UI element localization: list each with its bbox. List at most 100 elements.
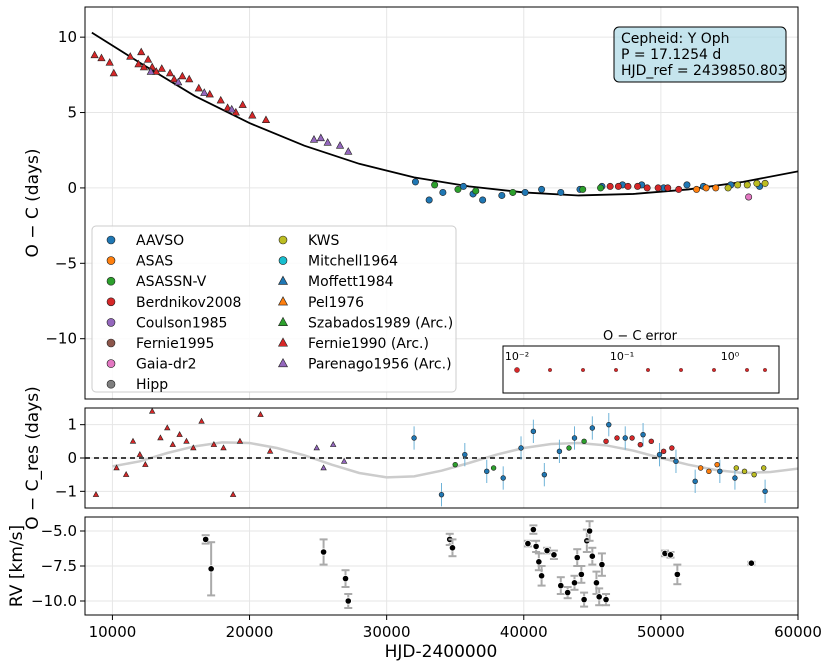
residual-point — [629, 435, 635, 441]
error-legend-dot — [548, 368, 553, 373]
residual-point — [257, 411, 264, 417]
residual-point — [714, 461, 720, 468]
top-point — [521, 188, 529, 196]
top-point — [178, 71, 187, 80]
top-point — [459, 182, 467, 190]
residual-point — [706, 468, 712, 475]
residual-point — [622, 435, 628, 441]
middle-panel: 1 0 −1 O − C_res (days) — [23, 386, 799, 530]
middle-y-ticks: 1 0 −1 — [55, 416, 85, 500]
error-legend: O − C error 10⁻² 10⁻¹ 10⁰ — [502, 329, 780, 394]
residual-point — [761, 465, 767, 471]
residual-point — [169, 441, 176, 447]
rv-point — [602, 595, 610, 604]
residual-point — [220, 444, 227, 451]
bottom-x-ticks: 10000 20000 30000 40000 50000 60000 — [89, 615, 822, 641]
x-tick-label: 20000 — [226, 623, 274, 641]
top-point — [248, 110, 257, 119]
residual-point — [113, 464, 120, 471]
legend-label: Fernie1990 (Arc.) — [308, 336, 429, 352]
top-point — [734, 181, 742, 189]
residual-point — [530, 428, 537, 435]
residual-point — [148, 408, 156, 414]
residual-point — [637, 441, 644, 448]
residual-point — [603, 438, 609, 445]
residual-point — [484, 468, 490, 475]
y-tick-label: −5 — [55, 254, 77, 272]
residual-point — [164, 424, 171, 431]
residual-point — [136, 451, 144, 457]
top-point — [227, 104, 236, 113]
residual-point — [320, 464, 327, 471]
top-point — [134, 59, 143, 68]
top-point — [712, 184, 720, 192]
rv-point — [592, 579, 601, 587]
top-point — [597, 184, 605, 192]
residual-point — [340, 457, 348, 464]
top-point — [238, 100, 247, 108]
residual-point — [129, 437, 137, 444]
error-legend-dot — [614, 368, 619, 373]
error-legend-dot — [514, 367, 520, 373]
top-point — [105, 58, 114, 66]
legend-label: Hipp — [136, 377, 168, 393]
top-point — [472, 187, 480, 195]
top-point — [693, 185, 701, 193]
rv-point — [666, 551, 675, 559]
residual-point — [697, 465, 704, 471]
residual-point — [571, 435, 578, 441]
legend-items: AAVSO ASAS ASASSN-V Berdnikov2008 Coulson198… — [106, 233, 453, 393]
legend-marker — [277, 296, 289, 306]
error-legend-dot — [712, 368, 717, 373]
top-point — [143, 55, 153, 63]
top-point — [557, 188, 565, 196]
residual-point — [606, 421, 612, 428]
rv-point — [207, 565, 215, 573]
legend-marker — [106, 297, 116, 307]
info-line-1: Cepheid: Y Oph — [621, 31, 730, 47]
top-point — [643, 184, 651, 192]
top-panel: 10 5 0 −5 −10 O − C (days) Cepheid: Y Oph P … — [23, 6, 799, 400]
top-point — [261, 115, 271, 123]
residual-point — [266, 447, 274, 454]
legend: AAVSO ASAS ASASSN-V Berdnikov2008 Coulson198… — [91, 225, 457, 393]
bottom-panel: −5.0 −7.5 −10.0 10000 20000 30000 40000 50000 6… — [7, 516, 822, 662]
y-tick-label: 0 — [67, 179, 77, 197]
residual-point — [673, 458, 679, 465]
error-legend-dots — [514, 367, 768, 373]
top-point — [425, 196, 433, 204]
top-point — [431, 181, 439, 189]
top-point — [439, 188, 447, 196]
rv-point — [202, 535, 210, 544]
residual-point — [210, 441, 218, 447]
residual-point — [518, 445, 524, 451]
residual-point — [229, 491, 237, 497]
top-point — [126, 52, 135, 60]
residual-point — [490, 465, 497, 471]
legend-label: Fernie1995 — [136, 336, 214, 352]
top-point — [170, 74, 179, 83]
top-point — [309, 135, 319, 143]
rv-point — [747, 559, 755, 567]
info-line-3: HJD_ref = 2439850.803 — [621, 63, 787, 79]
rv-point — [588, 552, 596, 560]
legend-label: ASAS — [136, 254, 173, 270]
legend-marker — [106, 318, 116, 327]
residual-point — [733, 465, 739, 471]
x-tick-label: 10000 — [89, 623, 137, 641]
residual-point — [541, 471, 548, 478]
rv-point — [570, 579, 579, 587]
top-point — [745, 193, 753, 201]
rv-point — [577, 570, 585, 579]
error-legend-tick-1: 10⁻² — [505, 350, 529, 363]
rv-point — [564, 588, 572, 597]
rv-point — [573, 553, 581, 562]
rv-point — [537, 572, 546, 580]
residual-point — [556, 448, 563, 455]
top-point — [753, 179, 761, 187]
residual-point — [176, 431, 183, 437]
error-legend-tick-3: 10⁰ — [721, 350, 740, 363]
y-tick-label: −10 — [45, 330, 77, 348]
legend-label: Parenago1956 (Arc.) — [308, 357, 452, 373]
top-point — [498, 191, 506, 199]
